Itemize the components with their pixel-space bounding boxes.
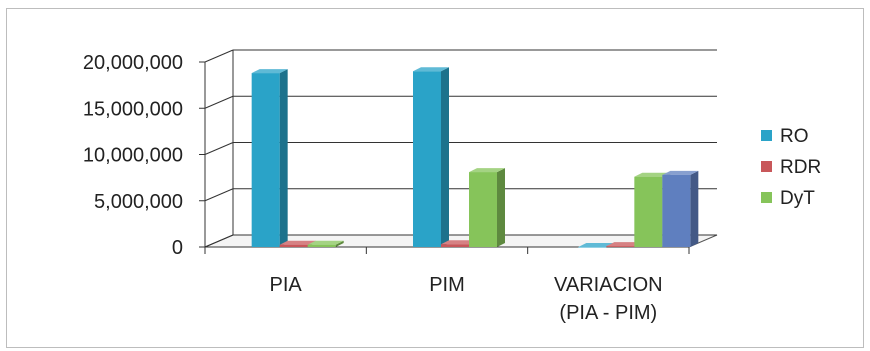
y-tick-label: 15,000,000 bbox=[83, 98, 183, 120]
legend-swatch bbox=[761, 192, 772, 203]
bar bbox=[606, 246, 635, 247]
bar-side bbox=[497, 168, 505, 247]
legend-label: DyT bbox=[780, 188, 815, 209]
bar-top bbox=[413, 67, 449, 72]
bar-top bbox=[307, 240, 344, 245]
bar-top bbox=[634, 172, 671, 177]
x-tick-label: PIM bbox=[429, 274, 465, 296]
y-tick-label: 5,000,000 bbox=[94, 191, 183, 213]
bar-top bbox=[441, 240, 477, 245]
gridline-side bbox=[204, 95, 234, 109]
gridline-side bbox=[204, 188, 234, 202]
bar-top bbox=[578, 243, 615, 247]
bar-top bbox=[662, 170, 699, 175]
gridline-side bbox=[204, 234, 234, 248]
bar bbox=[251, 73, 280, 247]
bar bbox=[634, 176, 663, 247]
bar-side bbox=[690, 170, 699, 247]
bar bbox=[279, 244, 308, 247]
bar-side bbox=[335, 240, 344, 247]
bar-chart: 0 5,000,000 10,000,000 15,000,000 20,000,000… bbox=[83, 49, 821, 324]
bar bbox=[578, 247, 607, 248]
legend-swatch bbox=[761, 130, 772, 141]
legend-label: RDR bbox=[780, 157, 821, 178]
y-tick-label: 10,000,000 bbox=[83, 145, 183, 167]
legend-label: RO bbox=[780, 126, 809, 147]
x-tick-label: PIA bbox=[270, 274, 303, 296]
bar-side bbox=[441, 67, 449, 247]
y-tick-label: 0 bbox=[172, 237, 183, 259]
gridline-side bbox=[204, 49, 234, 63]
bar bbox=[441, 244, 469, 247]
bar-top bbox=[469, 168, 505, 173]
bar bbox=[662, 174, 691, 247]
y-tick-label: 20,000,000 bbox=[83, 52, 183, 74]
chart-frame: 0 5,000,000 10,000,000 15,000,000 20,000,000… bbox=[6, 8, 864, 348]
bar bbox=[307, 244, 336, 247]
bar bbox=[413, 71, 441, 247]
bar-top bbox=[279, 240, 316, 245]
legend-swatch bbox=[761, 161, 772, 172]
x-tick-label: (PIA - PIM) bbox=[559, 302, 657, 324]
bar-side bbox=[279, 69, 288, 247]
bar-top bbox=[251, 69, 288, 74]
x-tick-label: VARIACION bbox=[554, 274, 663, 296]
bar bbox=[469, 172, 497, 247]
bar-top bbox=[606, 242, 643, 247]
gridline-side bbox=[204, 142, 234, 155]
